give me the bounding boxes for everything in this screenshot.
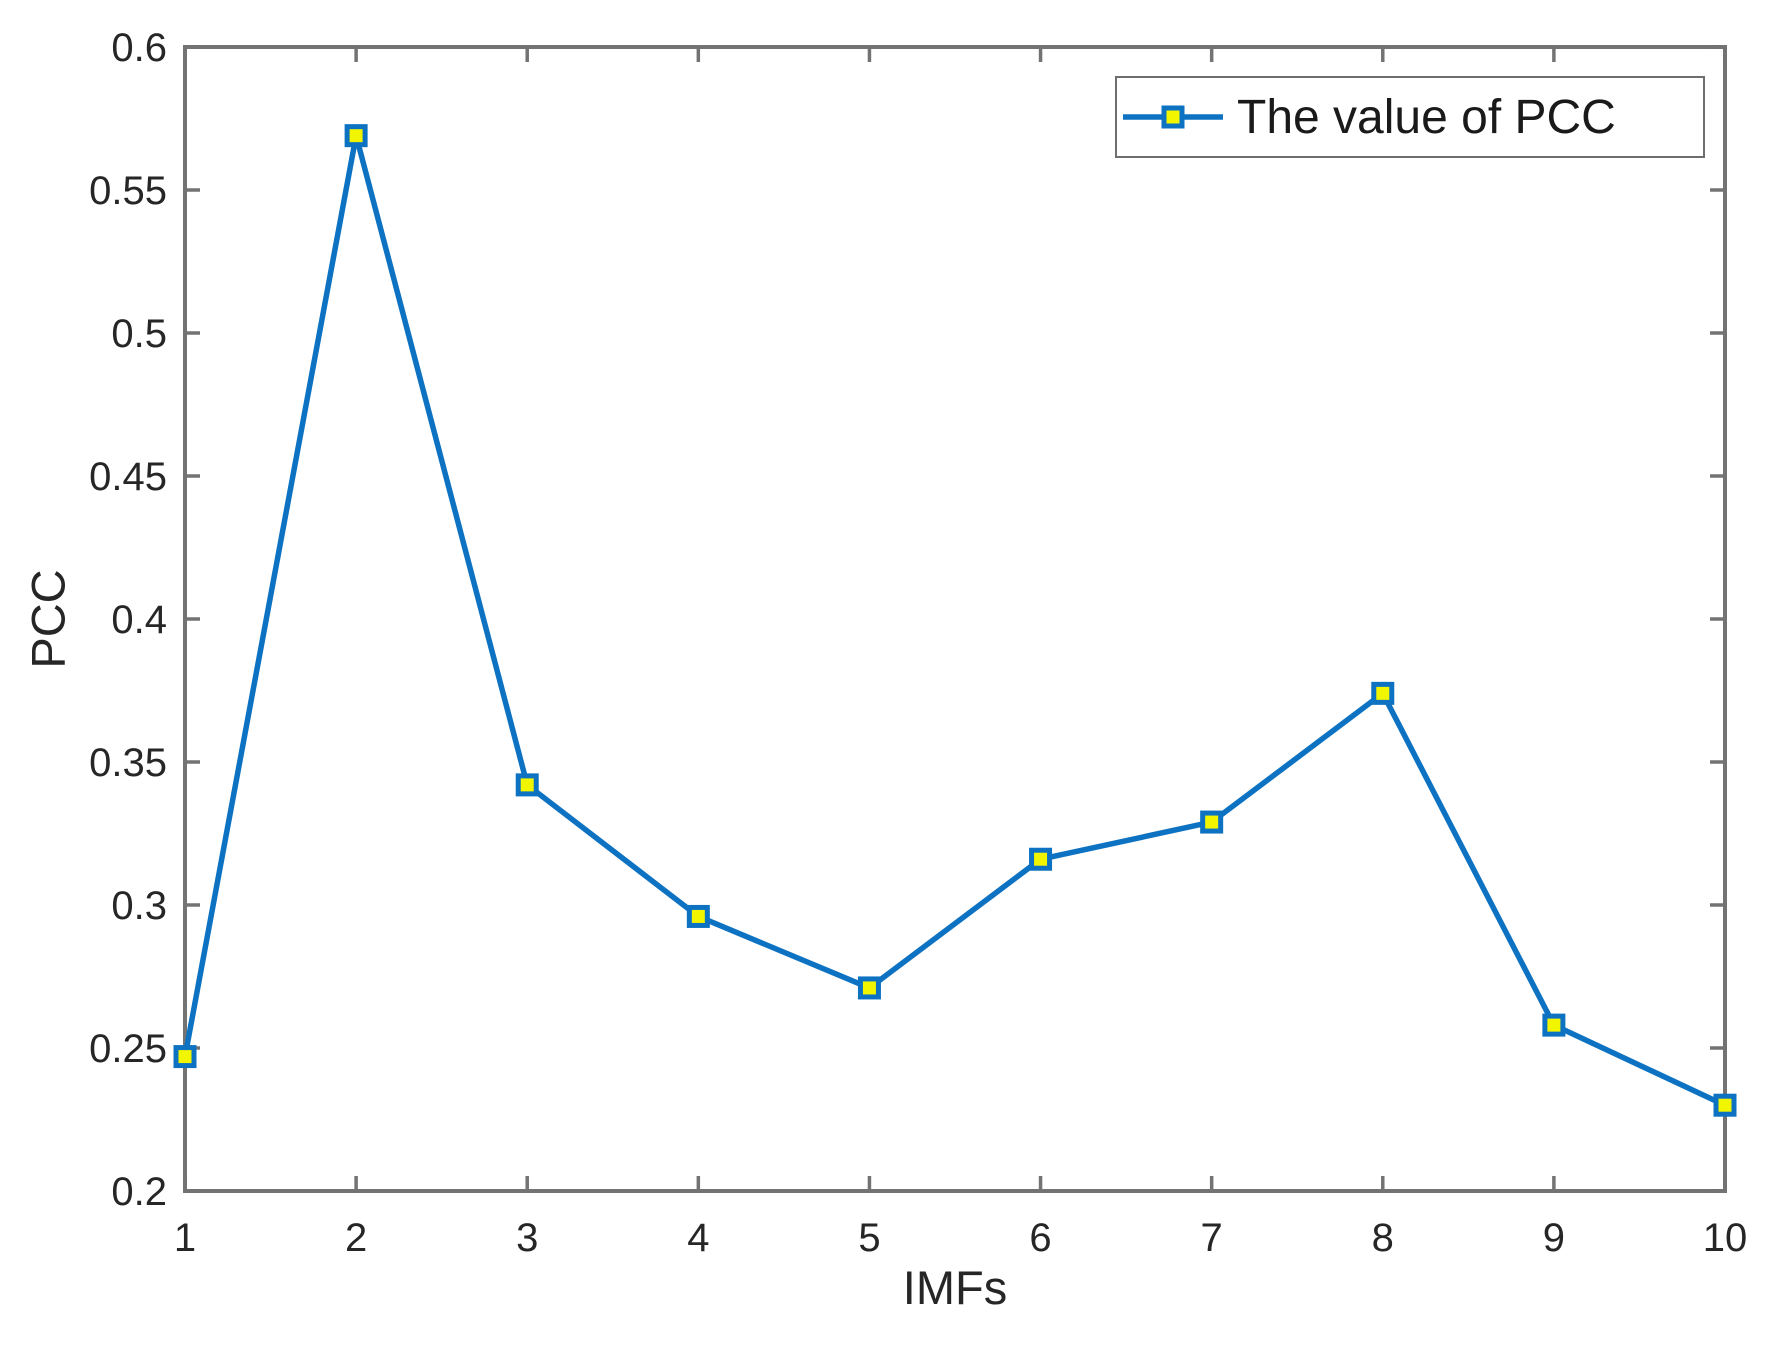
x-tick-label: 7	[1201, 1216, 1223, 1260]
data-point-marker	[686, 904, 710, 928]
series-line	[182, 132, 1728, 1108]
y-axis-label: PCC	[21, 569, 75, 669]
data-point-marker	[1542, 1013, 1566, 1037]
y-tick-label: 0.35	[89, 741, 167, 785]
x-tick-label: 4	[687, 1216, 709, 1260]
y-tick-label: 0.5	[111, 312, 167, 356]
y-tick-label: 0.3	[111, 884, 167, 928]
y-tick-label: 0.45	[89, 455, 167, 499]
y-tick-label: 0.25	[89, 1027, 167, 1071]
x-tick-label: 5	[858, 1216, 880, 1260]
axes-box	[183, 45, 1727, 1193]
y-tick-label: 0.6	[111, 26, 167, 70]
series-layer	[173, 124, 1737, 1117]
legend-line-marker-icon	[1123, 105, 1223, 129]
data-point-marker	[1200, 810, 1224, 834]
data-point-marker	[1713, 1093, 1737, 1117]
tick-label-layer: 1 2 3 4 5 6 7 8 9 10 0.2 0.25 0.3 0.35 0.4 0.45 0.5 0.55 0…	[89, 26, 1747, 1260]
data-point-marker	[515, 773, 539, 797]
x-tick-label: 1	[174, 1216, 196, 1260]
data-point-marker	[1029, 847, 1053, 871]
legend-label: The value of PCC	[1237, 90, 1616, 144]
x-tick-label: 2	[345, 1216, 367, 1260]
data-point-marker	[173, 1045, 197, 1069]
data-point-marker	[857, 976, 881, 1000]
legend: The value of PCC	[1115, 76, 1705, 158]
y-tick-label: 0.2	[111, 1170, 167, 1214]
data-point-marker	[344, 124, 368, 148]
y-tick-label: 0.4	[111, 598, 167, 642]
x-axis-label: IMFs	[902, 1261, 1008, 1314]
x-tick-label: 6	[1029, 1216, 1051, 1260]
x-tick-label: 9	[1543, 1216, 1565, 1260]
data-point-marker	[1371, 681, 1395, 705]
axes-layer	[183, 45, 1727, 1193]
x-tick-label: 3	[516, 1216, 538, 1260]
y-tick-label: 0.55	[89, 169, 167, 213]
x-tick-label: 8	[1372, 1216, 1394, 1260]
x-tick-label: 10	[1703, 1216, 1748, 1260]
legend-sample-marker	[1161, 105, 1185, 129]
